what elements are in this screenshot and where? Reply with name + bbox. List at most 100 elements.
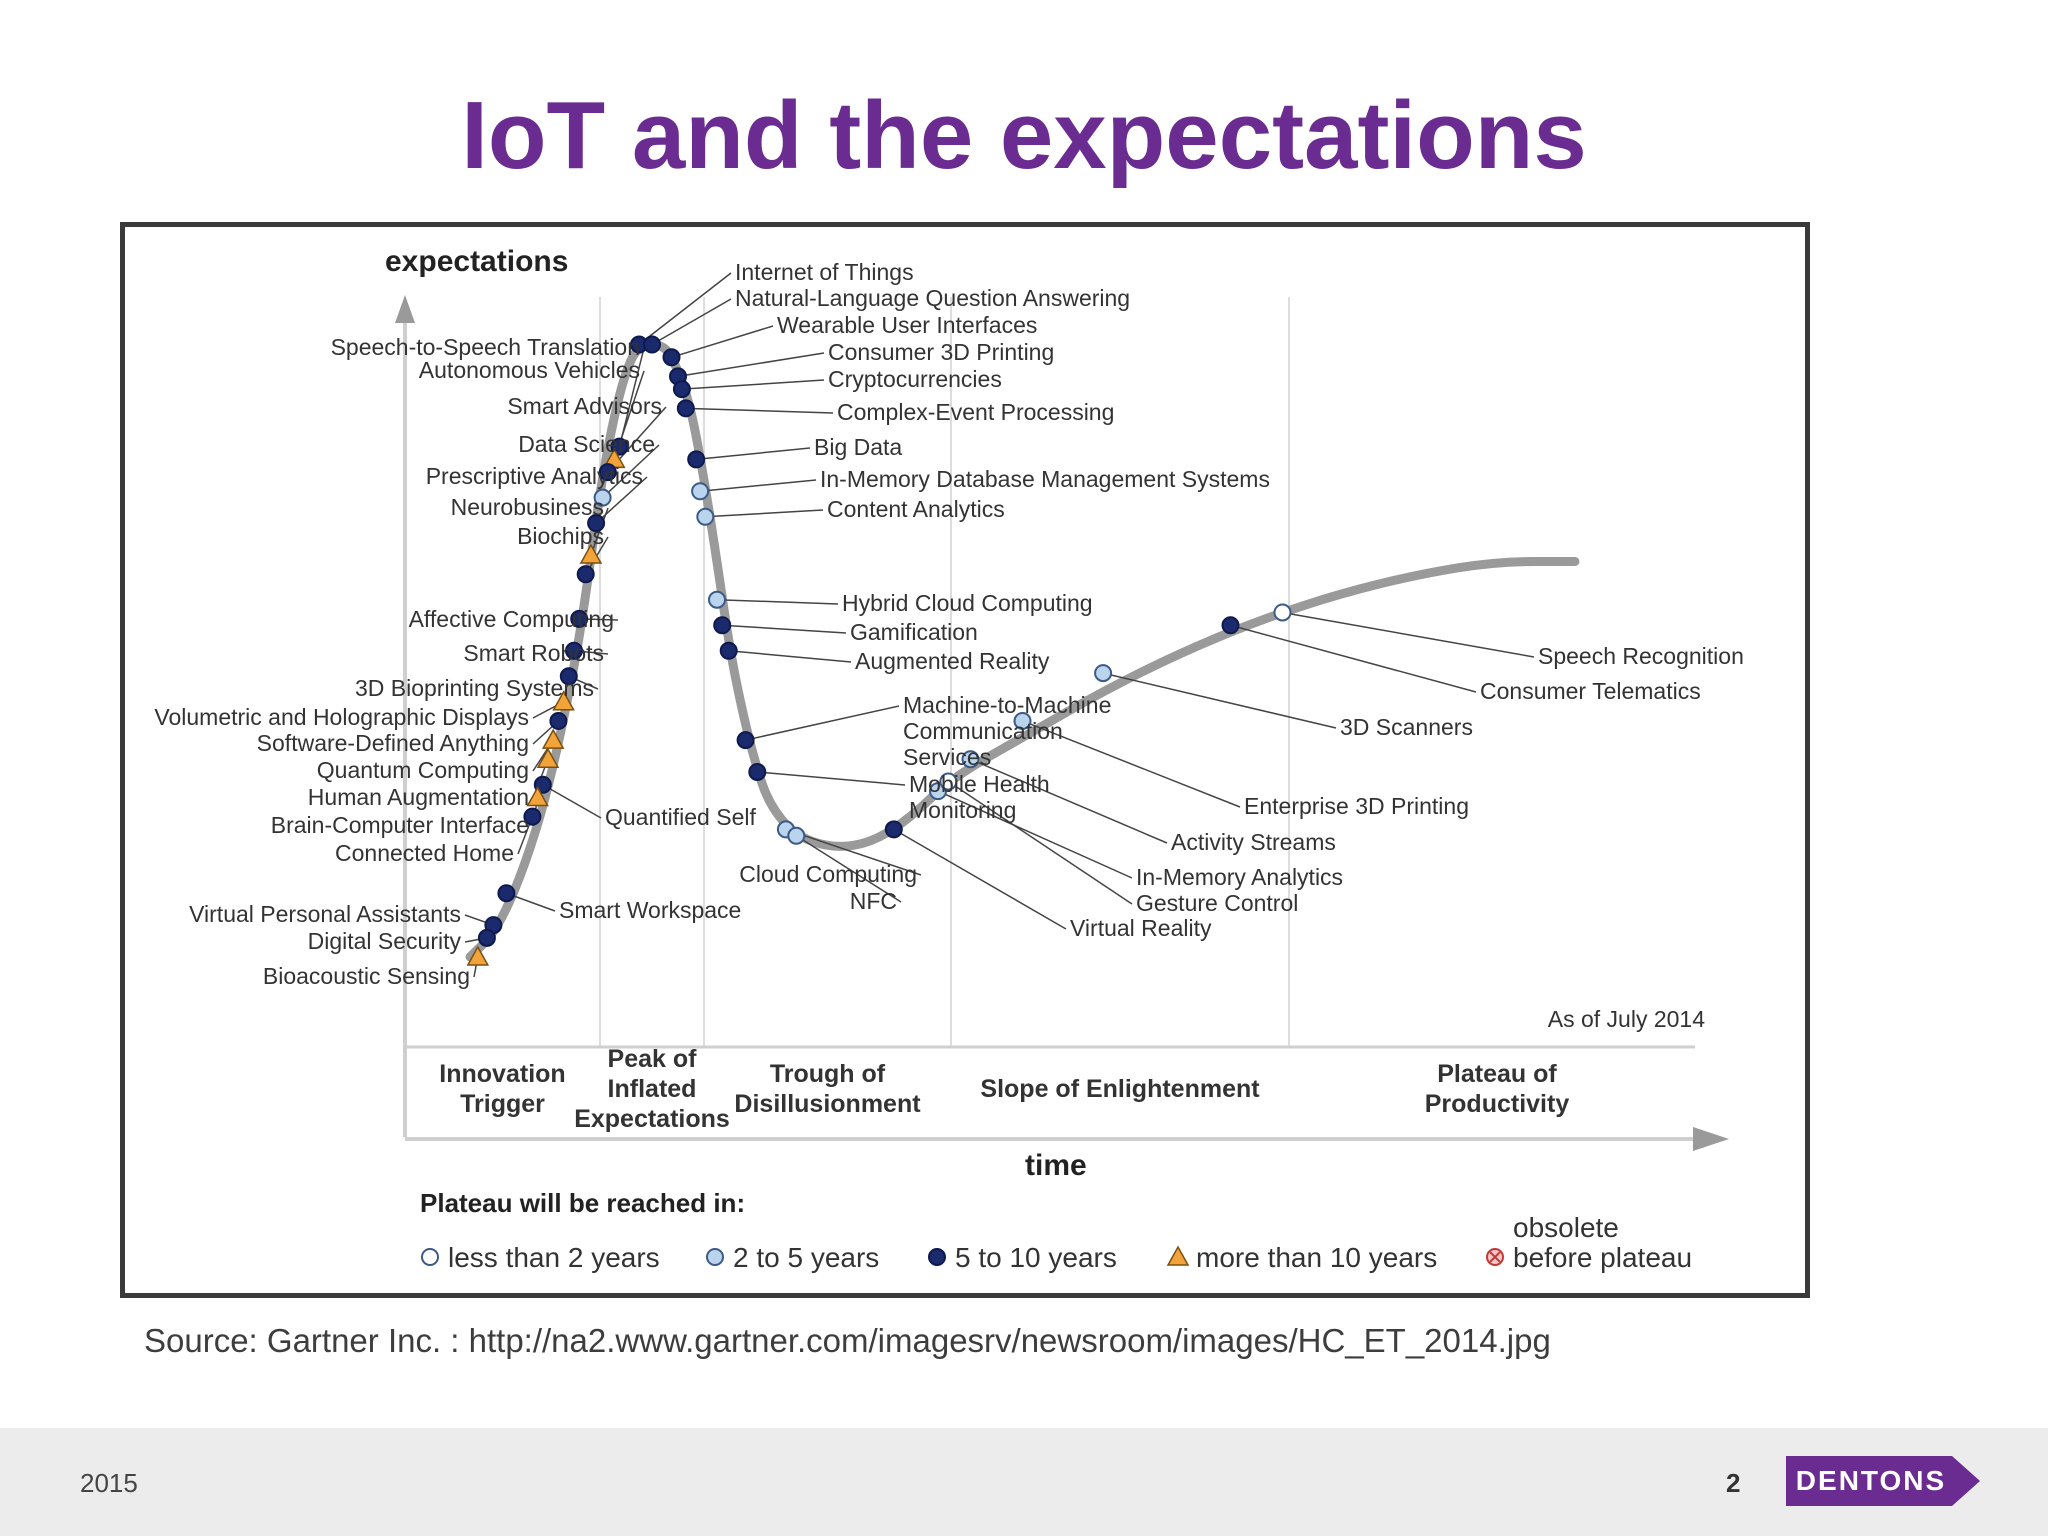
leader-in-memory-analytics	[937, 790, 1133, 879]
label-gesture-control: Gesture Control	[1136, 890, 1298, 916]
leader-internet-of-things	[638, 272, 732, 346]
leader-hybrid-cloud-computing	[716, 598, 839, 605]
leader-cloud-computing	[785, 828, 922, 876]
point-complex-event-processing	[676, 399, 695, 418]
phase-dividers	[599, 297, 1290, 1047]
label-enterprise-3d-printing: Enterprise 3D Printing	[1244, 793, 1469, 819]
footer-bar	[0, 1428, 2048, 1536]
y-axis-label: expectations	[385, 245, 568, 278]
point-gesture-control	[939, 772, 958, 791]
legend-label-lt2: less than 2 years	[448, 1242, 660, 1273]
label-consumer-3d-printing: Consumer 3D Printing	[828, 339, 1054, 365]
y-axis-arrow	[395, 295, 415, 323]
label-internet-of-things: Internet of Things	[735, 259, 914, 285]
legend-marker-5to10	[928, 1248, 946, 1266]
point-3d-scanners	[1094, 664, 1113, 683]
label-in-memory-analytics: In-Memory Analytics	[1136, 864, 1343, 890]
point-mobile-health-monitoring	[748, 762, 767, 781]
label-quantum-computing: Quantum Computing	[317, 757, 529, 783]
label-machine-to-machine-communication-services: Machine-to-Machine	[903, 692, 1111, 718]
point-human-augmentation	[536, 747, 560, 768]
leader-wearable-user-interfaces	[671, 325, 774, 358]
label-nfc: NFC	[850, 888, 897, 914]
phase-label-plateau-of-productivity: Productivity	[1425, 1090, 1570, 1118]
label-machine-to-machine-communication-services: Communication	[903, 718, 1063, 744]
phase-label-innovation-trigger: Trigger	[460, 1090, 545, 1118]
technology-points	[466, 335, 1292, 966]
label-smart-workspace: Smart Workspace	[559, 897, 741, 923]
point-software-defined-anything	[549, 711, 568, 730]
phase-label-peak-of-inflated-expectations: Inflated	[608, 1075, 697, 1103]
point-quantum-computing	[541, 728, 565, 749]
point-content-analytics	[696, 507, 715, 526]
point-consumer-telematics	[1221, 616, 1240, 635]
label-content-analytics: Content Analytics	[827, 496, 1005, 522]
leader-virtual-reality	[893, 828, 1067, 930]
leader-enterprise-3d-printing	[1022, 720, 1241, 808]
legend-marker-2to5	[706, 1248, 724, 1266]
legend-title: Plateau will be reached in:	[420, 1188, 745, 1218]
label-data-science: Data Science	[518, 431, 655, 457]
label-3d-scanners: 3D Scanners	[1340, 714, 1473, 740]
phase-label-innovation-trigger: Innovation	[439, 1060, 565, 1088]
point-augmented-reality	[719, 641, 738, 660]
point-biochips	[576, 565, 595, 584]
label-software-defined-anything: Software-Defined Anything	[257, 730, 529, 756]
point-smart-robots	[565, 641, 583, 660]
leader-complex-event-processing	[685, 407, 834, 414]
label-virtual-personal-assistants: Virtual Personal Assistants	[189, 901, 461, 927]
leader-machine-to-machine-communication-services	[745, 705, 900, 741]
phase-label-plateau-of-productivity: Plateau of	[1437, 1060, 1557, 1088]
leader-consumer-3d-printing	[677, 352, 825, 378]
label-mobile-health-monitoring: Monitoring	[909, 797, 1016, 823]
point-gamification	[713, 616, 732, 635]
leader-quantified-self	[542, 784, 602, 819]
point-brain-computer-interface	[526, 785, 549, 807]
leader-nfc	[795, 835, 902, 903]
label-neurobusiness: Neurobusiness	[451, 494, 604, 520]
label-affective-computing: Affective Computing	[409, 606, 614, 632]
legend-marker-gt10	[1166, 1245, 1190, 1266]
point-smart-workspace	[497, 884, 516, 903]
point-big-data	[687, 450, 706, 469]
legend-marker-lt2	[421, 1248, 439, 1266]
point-speech-recognition	[1273, 603, 1292, 622]
point-wearable-user-interfaces	[662, 348, 681, 367]
x-axis-arrow	[1693, 1127, 1729, 1151]
point-neurobusiness	[579, 543, 603, 564]
label-in-memory-database-management-systems: In-Memory Database Management Systems	[820, 466, 1270, 492]
leader-cryptocurrencies	[681, 379, 825, 390]
label-smart-robots: Smart Robots	[463, 640, 604, 666]
as-of-label: As of July 2014	[1548, 1006, 1705, 1032]
label-cloud-computing: Cloud Computing	[739, 861, 917, 887]
label-human-augmentation: Human Augmentation	[308, 784, 529, 810]
dentons-logo	[1786, 1456, 1980, 1506]
logo-text: DENTONS	[1795, 1465, 1947, 1496]
leader-neurobusiness	[590, 507, 609, 556]
label-leader-lines	[464, 272, 1535, 978]
point-affective-computing	[570, 609, 589, 628]
label-connected-home: Connected Home	[335, 840, 514, 866]
slide-title: IoT and the expectations	[461, 82, 1587, 189]
footer-year: 2015	[80, 1468, 138, 1498]
point-hybrid-cloud-computing	[708, 590, 726, 609]
leader-3d-scanners	[1102, 672, 1337, 729]
label-wearable-user-interfaces: Wearable User Interfaces	[777, 312, 1037, 338]
point-machine-to-machine-communication-services	[736, 731, 755, 750]
phase-label-trough-of-disillusionment: Trough of	[770, 1060, 886, 1088]
leader-data-science	[602, 444, 660, 499]
leader-mobile-health-monitoring	[757, 771, 906, 786]
label-quantified-self: Quantified Self	[605, 804, 756, 830]
leader-speech-recognition	[1282, 611, 1535, 658]
phase-label-peak-of-inflated-expectations: Expectations	[574, 1105, 730, 1133]
point-prescriptive-analytics	[587, 514, 606, 533]
label-complex-event-processing: Complex-Event Processing	[837, 399, 1114, 425]
point-cryptocurrencies	[672, 380, 691, 399]
legend-label-obsolete: obsolete	[1513, 1212, 1619, 1243]
label-machine-to-machine-communication-services: Services	[903, 744, 991, 770]
point-volumetric-and-holographic-displays	[552, 690, 575, 711]
label-smart-advisors: Smart Advisors	[507, 393, 662, 419]
